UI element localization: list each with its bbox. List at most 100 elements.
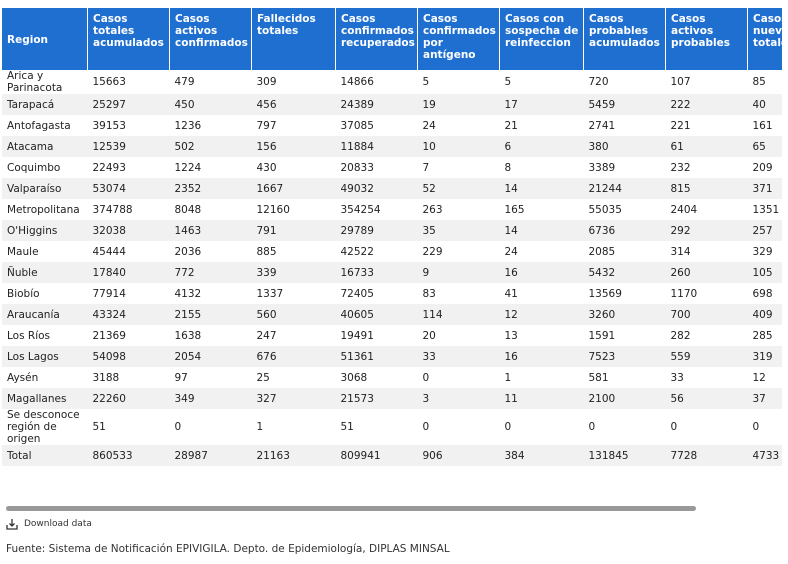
table-row: Tarapacá2529745045624389191754592224022 (2, 94, 782, 115)
value-cell: 40605 (335, 304, 418, 325)
table-row: Valparaíso 53074 2352 1667 49032 52 14 21244 815… (2, 178, 782, 199)
value-cell: 319 (747, 346, 782, 367)
value-cell: 24 (422, 119, 436, 132)
value-cell: 3068 (340, 371, 368, 384)
value-cell: 860533 (87, 445, 170, 466)
value-cell: 7523 (583, 346, 666, 367)
value-cell: 309 (256, 76, 277, 88)
value-cell: 52 (417, 178, 500, 199)
value-cell: 25 (256, 371, 270, 384)
table-row: Total 860533 28987 21163 809941 906 384 131845 7… (2, 445, 782, 466)
scrollbar[interactable] (6, 506, 696, 511)
value-cell: 105 (747, 262, 782, 283)
value-cell: 12 (752, 371, 766, 384)
value-cell: 502 (169, 136, 252, 157)
value-cell: 5432 (583, 262, 666, 283)
download-label: Download data (24, 519, 92, 529)
download-button[interactable]: Download data (6, 518, 92, 530)
value-cell: 374788 (92, 203, 133, 216)
value-cell: 339 (251, 262, 336, 283)
value-cell: 380 (583, 136, 666, 157)
value-cell: 700 (665, 304, 748, 325)
value-cell: 156 (251, 136, 336, 157)
value-cell: 260 (665, 262, 748, 283)
value-cell: 2404 (670, 203, 698, 216)
region-cell: Arica y Parinacota (7, 70, 63, 94)
value-cell: 56 (665, 388, 748, 409)
value-cell: 327 (251, 388, 336, 409)
value-cell: 41 (504, 287, 518, 300)
value-cell: 282 (670, 329, 691, 342)
value-cell: 257 (747, 220, 782, 241)
region-cell: Metropolitana (7, 203, 80, 216)
value-cell: 1224 (174, 161, 202, 174)
value-cell: 384 (499, 445, 584, 466)
table-row: Araucanía 43324 2155 560 40605 114 12 3260 700 40… (2, 304, 782, 325)
value-cell: 21 (504, 119, 518, 132)
value-cell: 1337 (256, 287, 284, 300)
column-header: Casos con sospecha de reinfeccion (499, 8, 584, 70)
value-cell: 83 (422, 287, 436, 300)
value-cell: 409 (747, 304, 782, 325)
value-cell: 4132 (174, 287, 202, 300)
value-cell: 11884 (335, 136, 418, 157)
value-cell: 28987 (169, 445, 252, 466)
value-cell: 42522 (340, 245, 374, 258)
column-header: Casos activos confirmados (169, 8, 252, 70)
value-cell: 19 (417, 94, 500, 115)
column-header: Casos confirmados por antígeno (417, 8, 500, 70)
value-cell: 479 (174, 76, 195, 88)
value-cell: 906 (417, 445, 500, 466)
value-cell: 22260 (87, 388, 170, 409)
value-cell: 40 (747, 94, 782, 115)
value-cell: 13 (504, 329, 518, 342)
value-cell: 720 (588, 76, 609, 88)
value-cell: 221 (670, 119, 691, 132)
value-cell: 24389 (335, 94, 418, 115)
value-cell: 0 (422, 371, 430, 384)
table-container: Region Casos totales acumulados Casos acti… (2, 8, 782, 502)
value-cell: 1667 (251, 178, 336, 199)
download-icon (6, 519, 18, 530)
value-cell: 53074 (87, 178, 170, 199)
value-cell: 21244 (583, 178, 666, 199)
table-row: Metropolitana 374788 8048 12160 354254 263 165… (2, 199, 782, 220)
region-cell: Atacama (2, 136, 88, 157)
value-cell: 16733 (335, 262, 418, 283)
value-cell: 15663 (92, 76, 126, 88)
value-cell: 5 (504, 76, 512, 88)
region-cell: Se desconoce región de origen (7, 409, 80, 445)
table-row: Ñuble1784077233916733916543226010576 (2, 262, 782, 283)
value-cell: 54098 (87, 346, 170, 367)
value-cell: 1 (256, 421, 264, 433)
table-row: Antofagasta 39153 1236 797 37085 24 21 2741 221 1… (2, 115, 782, 136)
value-cell: 349 (169, 388, 252, 409)
value-cell: 772 (169, 262, 252, 283)
value-cell: 329 (752, 245, 773, 258)
region-cell: Tarapacá (2, 94, 88, 115)
value-cell: 1638 (174, 329, 202, 342)
value-cell: 5459 (583, 94, 666, 115)
value-cell: 12 (499, 304, 584, 325)
table-row: Aysén3188972530680158133128 (2, 367, 782, 388)
value-cell: 33 (670, 371, 684, 384)
column-header: Casos probables acumulados (583, 8, 666, 70)
value-cell: 456 (251, 94, 336, 115)
value-cell: 32038 (87, 220, 170, 241)
value-cell: 5 (422, 76, 430, 88)
value-cell: 77914 (92, 287, 126, 300)
source-note: Fuente: Sistema de Notificación EPIVIGIL… (6, 543, 450, 555)
value-cell: 1591 (588, 329, 616, 342)
value-cell: 21163 (251, 445, 336, 466)
value-cell: 107 (670, 76, 691, 88)
value-cell: 0 (174, 421, 182, 433)
region-cell: Los Ríos (7, 329, 51, 342)
value-cell: 4733 (747, 445, 782, 466)
value-cell: 37085 (340, 119, 374, 132)
value-cell: 29789 (335, 220, 418, 241)
value-cell: 43324 (87, 304, 170, 325)
region-cell: Ñuble (2, 262, 88, 283)
region-cell: Maule (7, 245, 39, 258)
table-row: Los Ríos21369163824719491201315912822851… (2, 325, 782, 346)
